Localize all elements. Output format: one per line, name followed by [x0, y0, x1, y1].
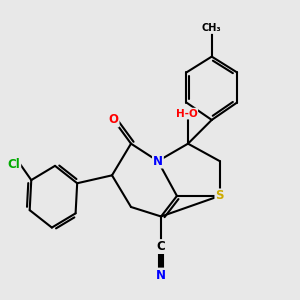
Text: Cl: Cl: [8, 158, 20, 171]
Text: C: C: [157, 240, 166, 253]
Text: S: S: [215, 189, 224, 203]
Text: CH₃: CH₃: [202, 23, 222, 33]
Text: N: N: [153, 154, 163, 168]
Text: O: O: [109, 113, 118, 126]
Text: H-O: H-O: [176, 109, 197, 118]
Text: N: N: [156, 268, 166, 282]
